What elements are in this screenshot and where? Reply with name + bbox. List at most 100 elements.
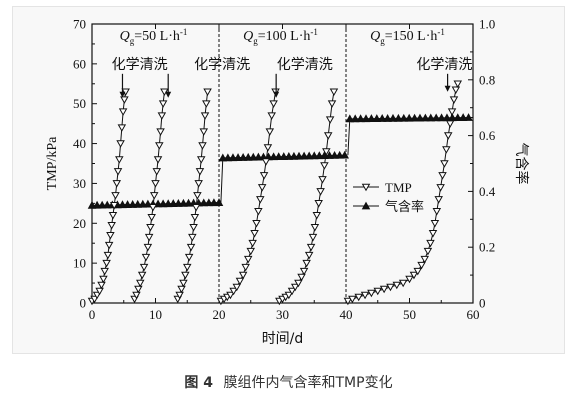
tmp-point: [263, 144, 273, 152]
gas-holdup-point: [361, 114, 371, 123]
y-left-tick-label: 60: [73, 56, 86, 71]
tmp-point: [235, 277, 245, 286]
tmp-point: [226, 291, 235, 300]
tmp-point: [199, 128, 209, 136]
stage-label: Qg=150 L·h-1: [370, 27, 445, 46]
gas-holdup-point: [269, 152, 278, 161]
tmp-point: [143, 243, 153, 252]
tmp-point: [308, 233, 318, 242]
gas-holdup-point: [238, 153, 248, 161]
tmp-point: [405, 275, 414, 284]
tmp-point: [386, 283, 395, 292]
tmp-point: [343, 297, 353, 306]
tmp-point: [102, 259, 111, 268]
tmp-point: [434, 196, 443, 204]
tmp-line: [177, 91, 209, 300]
y-left-tick-label: 70: [73, 17, 86, 32]
tmp-point: [451, 86, 461, 94]
tmp-point: [312, 212, 322, 220]
gas-holdup-point: [431, 113, 441, 122]
gas-holdup-point: [367, 114, 376, 123]
tmp-point: [107, 221, 116, 230]
gas-holdup-point: [184, 198, 193, 207]
x-tick-label: 50: [403, 307, 416, 322]
tmp-point: [104, 241, 114, 250]
tmp-point: [177, 285, 186, 294]
gas-holdup-point: [87, 200, 97, 209]
x-tick-label: 0: [89, 307, 96, 322]
stage-label: Qg=50 L·h-1: [120, 27, 188, 46]
y-right-axis-label: 气含率: [513, 143, 530, 185]
gas-holdup-point: [399, 113, 409, 122]
tmp-point: [113, 168, 123, 176]
gas-holdup-point: [174, 199, 183, 207]
tmp-point: [252, 219, 261, 228]
tmp-point: [194, 180, 203, 188]
gas-holdup-point: [223, 153, 233, 162]
tmp-point: [438, 172, 447, 180]
tmp-point: [144, 233, 154, 242]
tmp-point: [259, 172, 269, 180]
figure-title: 膜组件内气含率和TMP变化: [223, 375, 393, 391]
y-right-tick-label: 0.2: [479, 240, 495, 255]
tmp-point: [146, 223, 155, 232]
tmp-point: [432, 208, 442, 216]
tmp-point: [241, 263, 250, 272]
tmp-point: [354, 293, 363, 302]
gas-holdup-point: [335, 150, 344, 159]
tmp-point: [284, 291, 294, 300]
gas-holdup-point: [169, 199, 178, 207]
tmp-point: [373, 287, 383, 296]
tmp-point: [196, 156, 206, 164]
tmp-line: [220, 91, 277, 302]
gas-holdup-point: [228, 153, 238, 162]
tmp-line: [91, 91, 127, 302]
series-layer: [87, 80, 474, 306]
tmp-point: [115, 156, 124, 164]
tmp-point: [238, 271, 248, 280]
tmp-point: [156, 128, 165, 136]
tmp-point: [360, 291, 370, 300]
gas-holdup-point: [410, 113, 419, 122]
gas-holdup-point: [421, 113, 430, 122]
tmp-point: [254, 208, 263, 216]
tmp-point: [99, 275, 108, 284]
tmp-point: [379, 285, 389, 294]
tmp-point: [314, 200, 323, 208]
tmp-point: [297, 273, 306, 282]
tmp-point: [117, 124, 127, 132]
gas-holdup-point: [179, 198, 188, 207]
tmp-point: [190, 214, 200, 222]
legend-layer: TMP 气含率: [353, 180, 424, 215]
tmp-line: [134, 91, 165, 300]
tmp-point: [426, 239, 435, 248]
tmp-point: [442, 146, 451, 154]
tmp-point: [443, 132, 453, 140]
gas-holdup-point: [123, 200, 132, 208]
x-tick-label: 20: [213, 307, 226, 322]
tmp-point: [248, 239, 257, 248]
gas-holdup-point: [233, 153, 243, 161]
cleaning-arrow-head: [119, 91, 126, 98]
gas-holdup-point: [133, 199, 142, 208]
gas-holdup-point: [356, 114, 365, 123]
y-right-tick-label: 0.8: [479, 72, 495, 87]
tmp-point: [316, 188, 325, 196]
tmp-point: [428, 229, 438, 238]
gas-holdup-point: [299, 151, 309, 160]
y-right-tick-label: 0: [479, 296, 486, 311]
tmp-point: [256, 196, 265, 204]
tmp-point: [302, 259, 311, 268]
gas-holdup-point: [294, 151, 304, 160]
tmp-point: [111, 192, 120, 200]
tmp-point: [320, 162, 329, 170]
tmp-point: [265, 128, 275, 136]
gas-holdup-point: [345, 114, 355, 123]
tmp-point: [193, 192, 202, 200]
tmp-point: [103, 251, 113, 260]
gas-holdup-point: [218, 153, 228, 162]
tmp-point: [109, 202, 119, 210]
tmp-point: [299, 267, 309, 276]
tmp-point: [325, 116, 335, 124]
tmp-point: [152, 168, 162, 176]
